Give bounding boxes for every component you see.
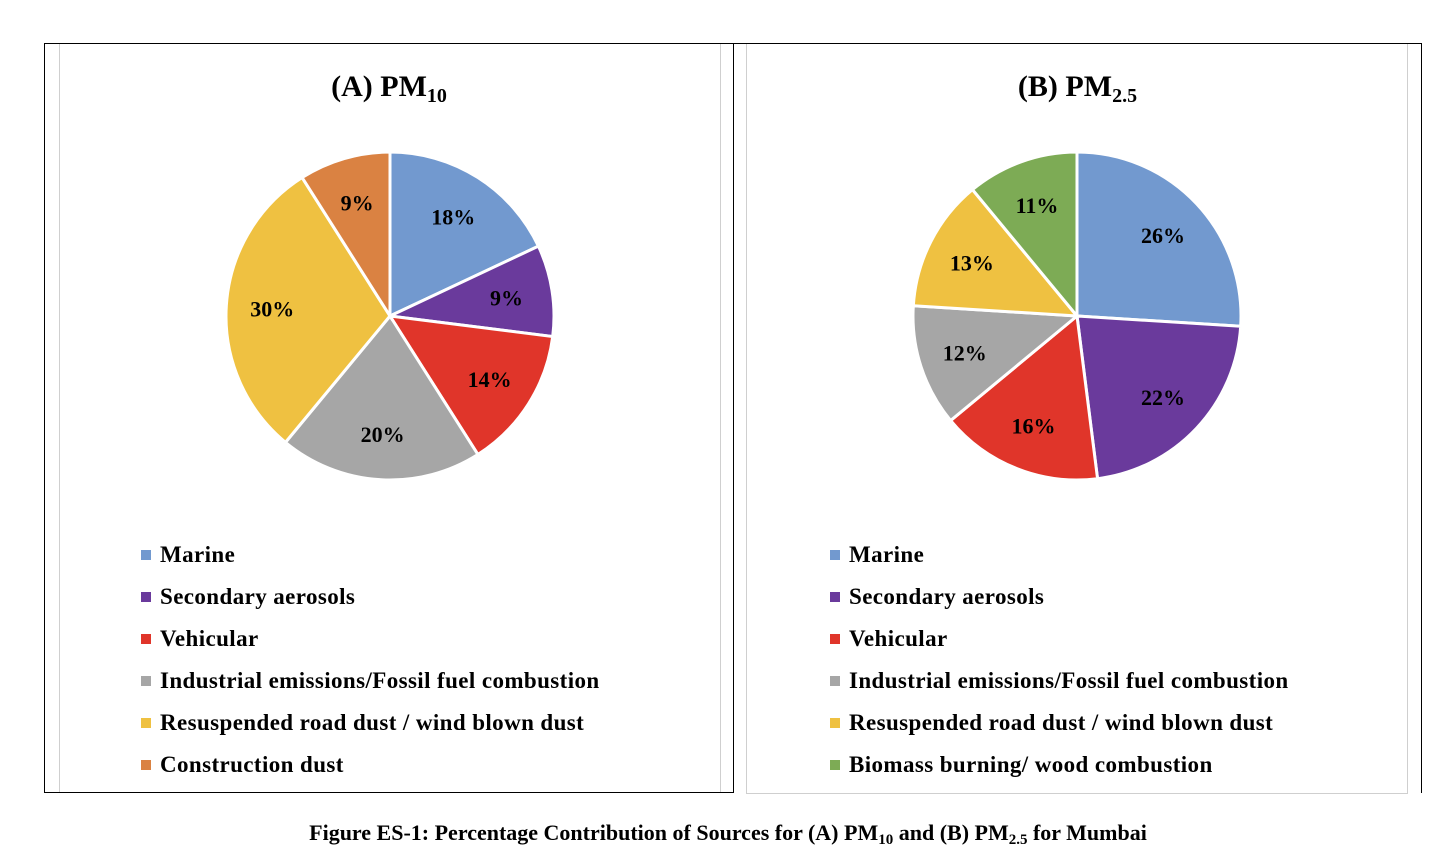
figure-caption: Figure ES-1: Percentage Contribution of … xyxy=(0,820,1456,849)
legend-label: Biomass burning/ wood combustion xyxy=(849,752,1213,777)
legend-item-marine: Marine xyxy=(830,534,1289,576)
data-label-secondary-aerosols: 9% xyxy=(490,286,523,311)
chart-title-subscript: 10 xyxy=(426,85,447,107)
pie-slice-secondary-aerosols xyxy=(384,244,556,339)
legend-label: Secondary aerosols xyxy=(849,584,1045,609)
pie-slice-industrial-emissions-fossil-fuel-combustion xyxy=(911,304,1081,423)
pie-slice-marine xyxy=(1075,150,1243,328)
legend-label: Resuspended road dust / wind blown dust xyxy=(160,710,585,735)
pie-slice-resuspended-road-dust-wind-blown-dust xyxy=(224,175,392,445)
pie-chart-pm10: 18% 9% 14% 20% 30% 9% xyxy=(224,150,556,482)
legend-pm25: Marine Secondary aerosols Vehicular Industr… xyxy=(830,534,1289,786)
legend-item-industrial-emissions-fossil-fuel-combustion: Industrial emissions/Fossil fuel combust… xyxy=(141,660,600,702)
legend-swatch xyxy=(830,760,840,770)
data-label-vehicular: 14% xyxy=(468,367,512,392)
legend-label: Industrial emissions/Fossil fuel combust… xyxy=(160,668,600,693)
legend-label: Marine xyxy=(160,542,236,567)
legend-label: Resuspended road dust / wind blown dust xyxy=(849,710,1274,735)
chart-panel-pm25: (B) PM2.5 26% 22% 16% 12% 13% 11% Marine Secon… xyxy=(734,43,1422,794)
caption-prefix: Figure ES-1: Percentage Contribution of … xyxy=(309,820,879,845)
legend-label: Vehicular xyxy=(849,626,948,651)
data-label-construction-dust: 9% xyxy=(341,191,374,216)
data-label-resuspended-road-dust-wind-blown-dust: 13% xyxy=(950,250,994,275)
legend-item-marine: Marine xyxy=(141,534,600,576)
legend-swatch xyxy=(141,760,151,770)
legend-item-vehicular: Vehicular xyxy=(141,618,600,660)
caption-middle: and (B) PM xyxy=(893,820,1009,845)
legend-item-secondary-aerosols: Secondary aerosols xyxy=(141,576,600,618)
legend-swatch xyxy=(830,718,840,728)
legend-label: Industrial emissions/Fossil fuel combust… xyxy=(849,668,1289,693)
pie-slice-industrial-emissions-fossil-fuel-combustion xyxy=(283,313,480,482)
pie-slice-secondary-aerosols xyxy=(1075,314,1243,481)
pie-slice-vehicular xyxy=(948,313,1100,482)
legend-item-resuspended-road-dust-wind-blown-dust: Resuspended road dust / wind blown dust xyxy=(830,702,1289,744)
legend-swatch xyxy=(141,718,151,728)
pie-slice-marine xyxy=(388,150,541,319)
legend-swatch xyxy=(141,634,151,644)
chart-title-pm10: (A) PM10 xyxy=(45,70,733,108)
data-label-secondary-aerosols: 22% xyxy=(1141,385,1185,410)
legend-label: Marine xyxy=(849,542,925,567)
pie-slice-construction-dust xyxy=(300,150,392,322)
legend-swatch xyxy=(141,550,151,560)
legend-item-vehicular: Vehicular xyxy=(830,618,1289,660)
legend-pm10: Marine Secondary aerosols Vehicular Industr… xyxy=(141,534,600,786)
caption-subscript-a: 10 xyxy=(878,832,894,848)
legend-swatch xyxy=(141,592,151,602)
legend-swatch xyxy=(830,676,840,686)
data-label-marine: 26% xyxy=(1141,223,1185,248)
data-label-industrial-emissions-fossil-fuel-combustion: 20% xyxy=(361,422,405,447)
legend-item-resuspended-road-dust-wind-blown-dust: Resuspended road dust / wind blown dust xyxy=(141,702,600,744)
legend-swatch xyxy=(830,592,840,602)
data-label-industrial-emissions-fossil-fuel-combustion: 12% xyxy=(943,340,987,365)
chart-area-pm25 xyxy=(746,44,1408,794)
legend-label: Secondary aerosols xyxy=(160,584,356,609)
pie-chart-pm25: 26% 22% 16% 12% 13% 11% xyxy=(911,150,1243,482)
legend-label: Construction dust xyxy=(160,752,344,777)
pie-slice-vehicular xyxy=(387,314,555,457)
caption-suffix: for Mumbai xyxy=(1027,820,1147,845)
legend-item-biomass-burning-wood-combustion: Biomass burning/ wood combustion xyxy=(830,744,1289,786)
caption-subscript-b: 2.5 xyxy=(1008,832,1028,848)
data-label-resuspended-road-dust-wind-blown-dust: 30% xyxy=(250,297,294,322)
pie-slice-resuspended-road-dust-wind-blown-dust xyxy=(911,187,1081,318)
legend-item-secondary-aerosols: Secondary aerosols xyxy=(830,576,1289,618)
chart-title-text: (A) PM xyxy=(331,70,427,103)
data-label-biomass-burning-wood-combustion: 11% xyxy=(1016,193,1059,218)
chart-panel-pm10: (A) PM10 18% 9% 14% 20% 30% 9% Marine Secondar… xyxy=(44,43,734,793)
chart-title-subscript: 2.5 xyxy=(1112,85,1138,107)
chart-area-pm10 xyxy=(59,44,721,792)
legend-label: Vehicular xyxy=(160,626,259,651)
chart-title-pm25: (B) PM2.5 xyxy=(734,70,1421,108)
data-label-marine: 18% xyxy=(431,204,475,229)
pie-slice-biomass-burning-wood-combustion xyxy=(970,150,1079,321)
legend-swatch xyxy=(830,634,840,644)
legend-swatch xyxy=(830,550,840,560)
legend-item-construction-dust: Construction dust xyxy=(141,744,600,786)
legend-swatch xyxy=(141,676,151,686)
data-label-vehicular: 16% xyxy=(1012,414,1056,439)
chart-title-text: (B) PM xyxy=(1017,70,1113,103)
legend-item-industrial-emissions-fossil-fuel-combustion: Industrial emissions/Fossil fuel combust… xyxy=(830,660,1289,702)
